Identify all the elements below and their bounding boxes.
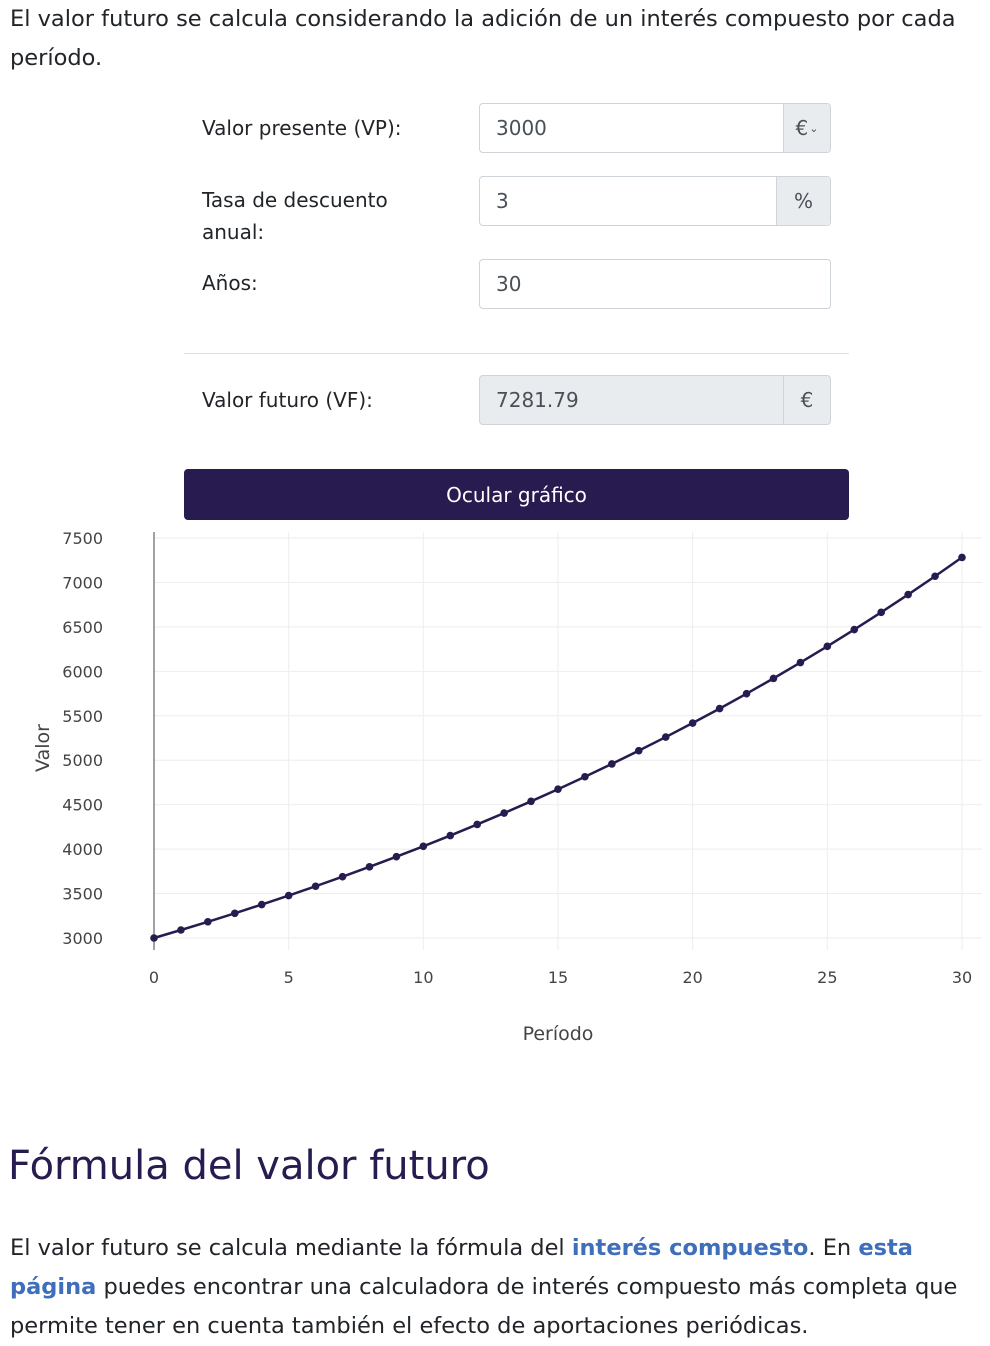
currency-symbol: € (795, 116, 809, 140)
data-point (527, 797, 535, 806)
x-tick-label: 0 (149, 968, 159, 987)
y-tick-label: 5000 (62, 751, 103, 770)
this-page-link[interactable]: esta página (10, 1235, 913, 1300)
vp-input[interactable]: 3000 (496, 116, 547, 140)
rate-label: Tasa de descuento anual: (202, 188, 388, 244)
x-tick-label: 15 (548, 968, 568, 987)
x-tick-label: 10 (413, 968, 433, 987)
data-point (769, 674, 778, 683)
data-point (231, 909, 239, 918)
formula-paragraph: El valor futuro se calcula mediante la f… (10, 1229, 985, 1346)
data-point (688, 719, 697, 727)
data-point (473, 820, 482, 829)
divider (184, 353, 849, 354)
para-text-1: El valor futuro se calcula mediante la f… (10, 1235, 572, 1261)
data-point (500, 809, 508, 817)
data-point (823, 642, 832, 651)
data-point (715, 704, 724, 713)
currency-select[interactable]: € ⌄ (783, 104, 830, 152)
data-point (742, 689, 751, 698)
x-tick-label: 30 (952, 968, 972, 987)
fv-label: Valor futuro (VF): (202, 388, 373, 412)
toggle-chart-button[interactable]: Ocular gráfico (184, 469, 849, 520)
data-point (661, 733, 670, 741)
chevron-down-icon: ⌄ (809, 121, 819, 135)
percent-addon: % (776, 177, 830, 225)
data-point (796, 658, 805, 667)
y-tick-label: 7500 (62, 529, 103, 548)
data-point (365, 863, 374, 871)
data-point (150, 934, 158, 942)
data-point (204, 917, 212, 926)
data-point (419, 842, 428, 851)
data-point (392, 852, 401, 861)
data-point (931, 572, 939, 581)
x-axis-title: Período (523, 1023, 594, 1045)
data-point (581, 772, 589, 781)
x-tick-label: 25 (817, 968, 837, 987)
data-point (850, 625, 859, 634)
x-tick-label: 20 (682, 968, 702, 987)
y-tick-label: 6000 (62, 662, 103, 681)
y-tick-label: 5500 (62, 707, 103, 726)
y-tick-label: 4000 (62, 840, 103, 859)
rate-input[interactable]: 3 (496, 189, 509, 213)
y-tick-label: 3000 (62, 929, 103, 948)
section-heading: Fórmula del valor futuro (8, 1143, 490, 1189)
y-tick-label: 3500 (62, 885, 103, 904)
y-axis-title: Valor (32, 724, 54, 772)
years-field[interactable]: 30 (479, 259, 831, 309)
y-tick-label: 4500 (62, 796, 103, 815)
data-point (958, 553, 966, 562)
data-point (904, 590, 912, 599)
compound-interest-link[interactable]: interés compuesto (571, 1235, 809, 1261)
intro-text: El valor futuro se calcula considerando … (10, 6, 956, 71)
vp-label: Valor presente (VP): (202, 116, 402, 140)
data-point (608, 760, 616, 768)
data-point (257, 900, 266, 909)
data-point (635, 746, 643, 755)
para-text-3: puedes encontrar una calculadora de inte… (10, 1274, 958, 1339)
data-point (877, 608, 885, 617)
fv-output: 7281.79 (496, 388, 579, 412)
x-tick-label: 5 (284, 968, 294, 987)
data-point (338, 872, 347, 881)
years-input[interactable]: 30 (496, 272, 522, 296)
y-tick-label: 7000 (62, 573, 103, 592)
fv-currency-addon: € (783, 376, 830, 424)
years-label: Años: (202, 271, 258, 295)
data-point (177, 926, 185, 934)
y-tick-label: 6500 (62, 618, 103, 637)
para-text-2: . En (808, 1235, 859, 1261)
data-point (446, 831, 455, 840)
future-value-chart: 3000 3500 4000 4500 5000 5500 6000 6500 7000 7500… (32, 529, 982, 1045)
rate-field[interactable]: 3 % (479, 176, 831, 226)
data-point (554, 785, 562, 794)
data-point (311, 882, 320, 891)
vp-field[interactable]: 3000 € ⌄ (479, 103, 831, 153)
data-point (284, 891, 293, 900)
fv-field: 7281.79 € (479, 375, 831, 425)
